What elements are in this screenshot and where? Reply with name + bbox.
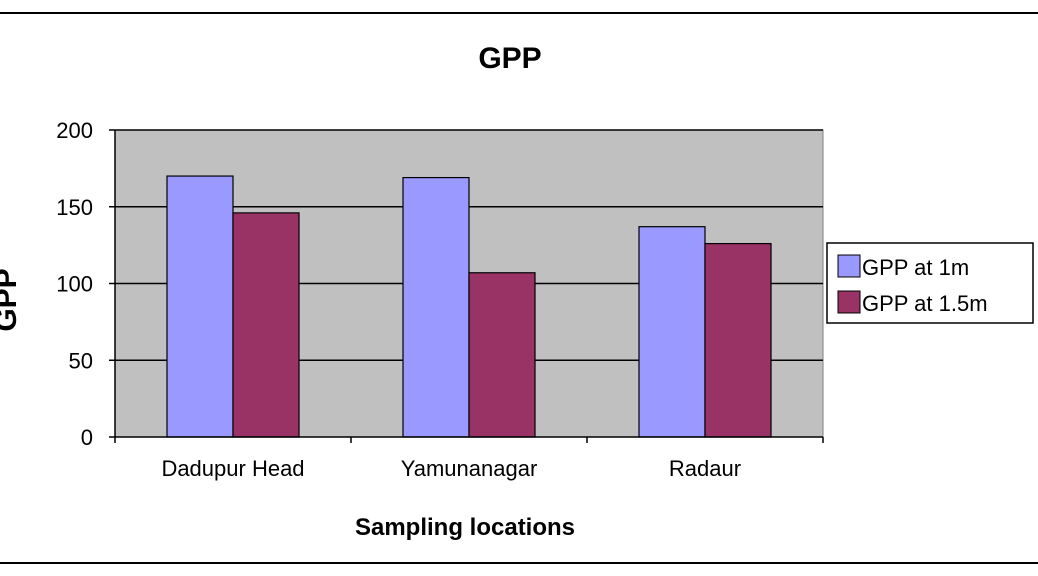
category-label: Yamunanagar (401, 456, 538, 481)
chart-title: GPP (478, 42, 541, 75)
y-tick-label: 150 (56, 195, 93, 220)
y-tick-label: 200 (56, 118, 93, 143)
legend-swatch (837, 290, 861, 314)
legend-label: GPP at 1.5m (862, 291, 988, 316)
chart-frame (0, 12, 1038, 564)
bar (402, 176, 470, 438)
category-label: Radaur (669, 456, 741, 481)
y-tick-label: 100 (56, 272, 93, 297)
bar (468, 272, 536, 438)
y-tick-label: 0 (81, 425, 93, 450)
axes (109, 129, 824, 443)
legend-box (826, 242, 1034, 324)
y-tick-labels: 0 50 100 150 200 (56, 118, 93, 450)
bar (638, 226, 706, 438)
category-label: Dadupur Head (161, 456, 304, 481)
legend-label: GPP at 1m (862, 255, 969, 280)
y-tick-label: 50 (69, 348, 93, 373)
x-axis-label: Sampling locations (355, 514, 575, 541)
legend: GPP at 1m GPP at 1.5m (826, 242, 1034, 324)
bar (704, 242, 772, 438)
x-tick-labels: Dadupur Head Yamunanagar Radaur (161, 456, 741, 481)
bar (232, 212, 300, 438)
y-axis-label: GPP (0, 268, 23, 331)
bars (166, 175, 772, 438)
bar (166, 175, 234, 438)
legend-swatch (837, 254, 861, 278)
